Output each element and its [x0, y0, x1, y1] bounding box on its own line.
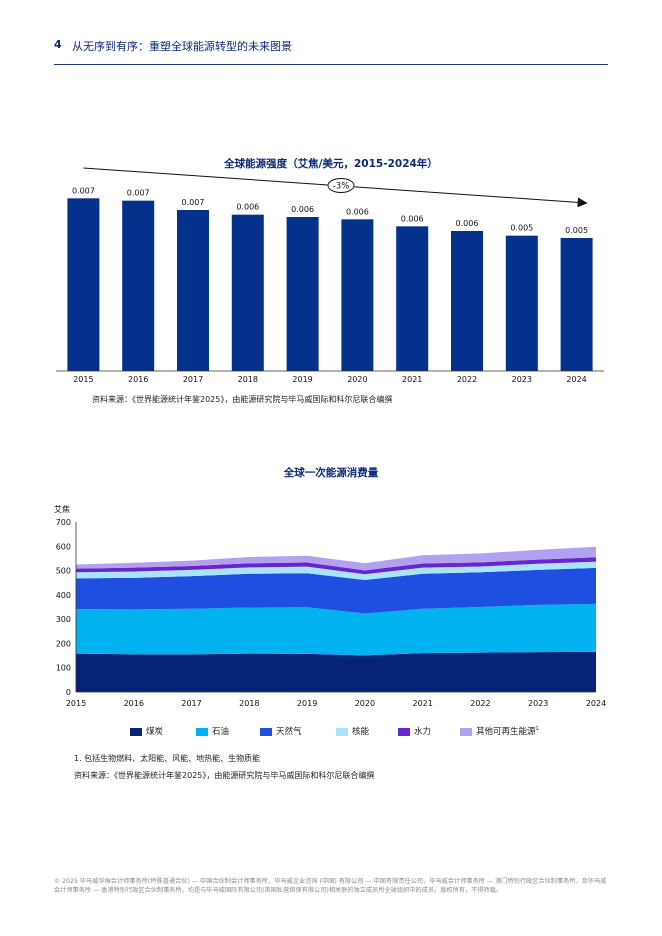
- chart2-footnote: 1. 包括生物燃料、太阳能、风能、地热能、生物质能: [74, 754, 261, 763]
- y-tick-label: 700: [56, 518, 71, 527]
- bar-2024: [560, 238, 593, 371]
- legend-swatch-gas: [260, 727, 272, 736]
- bar-data-label: 0.005: [510, 224, 533, 233]
- bar-2017: [177, 210, 209, 371]
- y-tick-label: 0: [66, 688, 71, 697]
- chart2-title: 全球一次能源消费量: [283, 467, 379, 479]
- legend-item-nuclear: 核能: [336, 725, 369, 737]
- area-series-nuclear: [76, 561, 596, 581]
- x-tick-label: 2022: [470, 699, 490, 708]
- x-tick-label: 2020: [347, 375, 367, 384]
- chart1-title: 全球能源强度（艾焦/美元，2015-2024年）: [224, 158, 438, 170]
- bar-data-label: 0.006: [291, 205, 314, 214]
- y-tick-label: 600: [56, 542, 71, 551]
- legend-label: 水力: [414, 727, 432, 737]
- energy-intensity-bar-chart: 0.007 2015 0.007 2016 0.007 2017 0.006 2018 0.00…: [56, 167, 604, 384]
- page-header: 4 从无序到有序：重塑全球能源转型的未来图景: [54, 38, 608, 65]
- bar-2023: [505, 235, 538, 371]
- x-tick-label: 2021: [412, 699, 432, 708]
- page-footer: © 2025 毕马威华振会计师事务所(特殊普通合伙) — 中国合伙制会计师事务所…: [54, 878, 607, 894]
- area-series-oil: [76, 603, 596, 656]
- x-tick-label: 2017: [183, 375, 203, 384]
- x-tick-label: 2024: [566, 375, 586, 384]
- y-tick-label: 500: [56, 567, 71, 576]
- y-tick-label: 400: [56, 591, 71, 600]
- legend-label: 其他可再生能源: [476, 727, 536, 737]
- header-title: 从无序到有序：重塑全球能源转型的未来图景: [72, 40, 292, 53]
- legend-item-renewables: 其他可再生能源1: [460, 725, 539, 737]
- legend-label: 核能: [352, 727, 370, 737]
- x-tick-label: 2023: [512, 375, 532, 384]
- x-tick-label: 2019: [292, 375, 312, 384]
- bar-data-label: 0.007: [182, 198, 205, 207]
- x-tick-label: 2021: [402, 375, 422, 384]
- bar-2018: [231, 214, 264, 371]
- bar-data-label: 0.005: [565, 226, 588, 235]
- legend-label: 煤炭: [146, 727, 164, 737]
- x-tick-label: 2016: [124, 699, 144, 708]
- area-series-hydro: [76, 557, 596, 575]
- bar-2019: [286, 217, 319, 371]
- bar-data-label: 0.006: [236, 203, 259, 212]
- bar-2022: [451, 231, 483, 371]
- x-tick-label: 2017: [181, 699, 201, 708]
- legend-item-hydro: 水力: [398, 725, 431, 737]
- legend-swatch-nuclear: [336, 727, 348, 736]
- y-axis-label: 艾焦: [54, 504, 70, 514]
- legend-swatch-coal: [130, 727, 142, 736]
- legend-label: 石油: [212, 727, 230, 737]
- y-tick-label: 200: [56, 639, 71, 648]
- area-series-renewables: [76, 546, 596, 571]
- x-tick-label: 2023: [528, 699, 548, 708]
- chart1-source: 资料来源：《世界能源统计年鉴2025》，由能源研究院与毕马威国际和科尔尼联合编撰: [92, 395, 393, 404]
- bar-data-label: 0.006: [346, 207, 369, 216]
- x-tick-label: 2018: [238, 375, 258, 384]
- bar-data-label: 0.007: [72, 186, 95, 195]
- chart2-source: 资料来源：《世界能源统计年鉴2025》，由能源研究院与毕马威国际和科尔尼联合编撰: [74, 771, 375, 780]
- x-tick-label: 2019: [297, 699, 317, 708]
- x-tick-label: 2024: [586, 699, 606, 708]
- bar-data-label: 0.007: [127, 189, 150, 198]
- x-tick-label: 2015: [73, 375, 93, 384]
- x-tick-label: 2016: [128, 375, 148, 384]
- y-tick-label: 100: [56, 664, 71, 673]
- bar-2015: [67, 198, 100, 371]
- page-number: 4: [54, 38, 62, 51]
- legend-swatch-renewables: [460, 727, 472, 736]
- legend-item-oil: 石油: [196, 725, 229, 737]
- area-series-gas: [76, 567, 596, 614]
- legend-swatch-hydro: [398, 727, 410, 736]
- bar-data-label: 0.006: [401, 214, 424, 223]
- x-tick-label: 2020: [355, 699, 375, 708]
- legend-item-gas: 天然气: [260, 725, 302, 737]
- trend-annotation-badge: [327, 178, 355, 193]
- chart2-legend: 煤炭 石油 天然气 核能 水力 其他可再生能源1: [130, 725, 550, 739]
- bar-data-label: 0.006: [456, 219, 479, 228]
- bar-2016: [122, 200, 155, 371]
- trend-annotation-label: -3%: [333, 182, 350, 192]
- bar-2020: [341, 219, 374, 371]
- x-tick-label: 2015: [66, 699, 86, 708]
- legend-footnote-marker: 1: [535, 726, 539, 733]
- x-tick-label: 2022: [457, 375, 477, 384]
- primary-energy-area-chart: 艾焦 0 100 200 300 400 500 600 700 2015 2016 2017 2018…: [54, 504, 606, 708]
- area-series-coal: [76, 651, 596, 692]
- bar-2021: [396, 226, 429, 371]
- x-tick-label: 2018: [239, 699, 259, 708]
- legend-label: 天然气: [276, 727, 302, 737]
- y-tick-label: 300: [56, 615, 71, 624]
- legend-swatch-oil: [196, 727, 208, 736]
- legend-item-coal: 煤炭: [130, 725, 163, 737]
